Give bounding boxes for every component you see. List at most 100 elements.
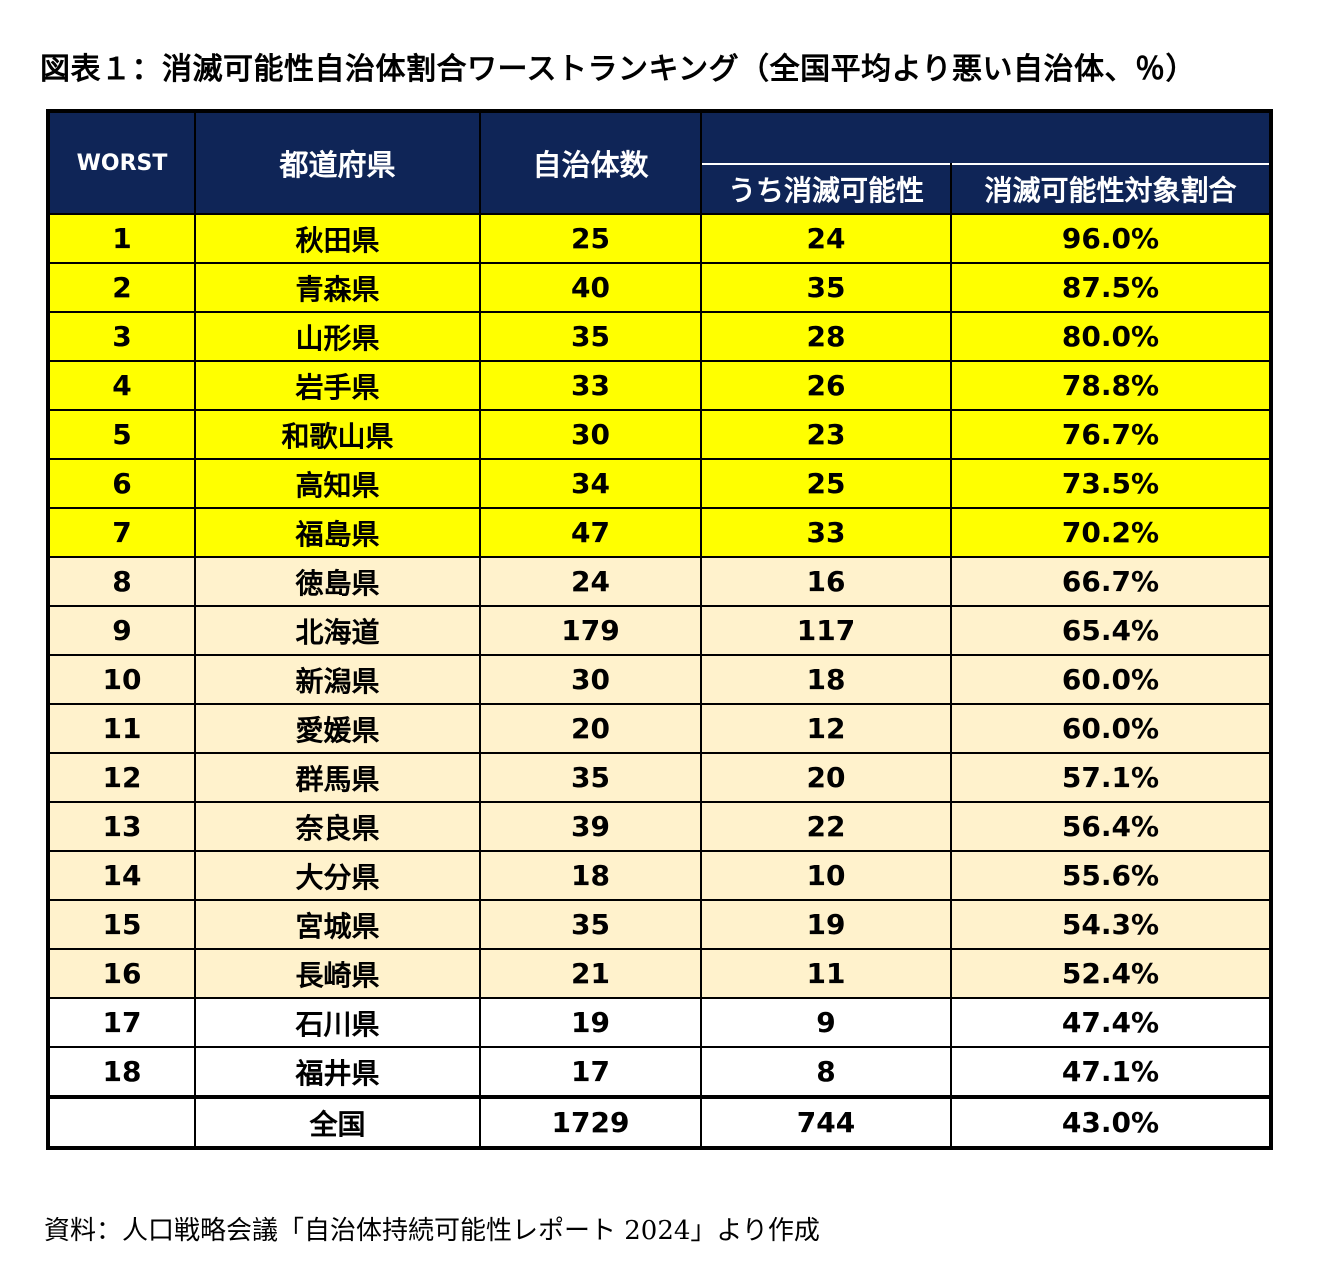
cell-vanishing: 35 [700,262,952,313]
cell-vanishing: 19 [700,899,952,950]
cell-vanishing: 10 [700,850,952,901]
cell-ratio: 54.3% [950,899,1272,950]
cell-municipalities: 34 [479,458,702,509]
table-row: 10 新潟県 30 18 60.0% [47,654,1272,705]
cell-rank: 1 [47,213,196,264]
header-worst: WORST [47,110,196,215]
source-note: 資料：人口戦略会議「自治体持続可能性レポート 2024」より作成 [44,1216,820,1246]
cell-ratio: 80.0% [950,311,1272,362]
cell-ratio: 73.5% [950,458,1272,509]
cell-ratio: 87.5% [950,262,1272,313]
cell-rank: 15 [47,899,196,950]
cell-prefecture: 群馬県 [194,752,481,803]
table-row: 13 奈良県 39 22 56.4% [47,801,1272,852]
cell-ratio: 60.0% [950,654,1272,705]
cell-vanishing: 33 [700,507,952,558]
cell-municipalities: 39 [479,801,702,852]
cell-rank: 11 [47,703,196,754]
cell-rank: 2 [47,262,196,313]
header-vanishing: うち消滅可能性 [700,163,952,215]
cell-municipalities: 35 [479,752,702,803]
cell-rank: 18 [47,1046,196,1098]
cell-vanishing: 25 [700,458,952,509]
header-ratio: 消滅可能性対象割合 [950,163,1272,215]
table-header: WORST 都道府県 自治体数 うち消滅可能性 消滅可能性対象割合 [47,110,1272,215]
cell-rank: 12 [47,752,196,803]
cell-prefecture: 和歌山県 [194,409,481,460]
table-row: 4 岩手県 33 26 78.8% [47,360,1272,411]
chart-title: 図表１：消滅可能性自治体割合ワーストランキング（全国平均より悪い自治体、％） [40,52,1196,87]
cell-municipalities: 18 [479,850,702,901]
cell-municipalities: 20 [479,703,702,754]
cell-prefecture: 岩手県 [194,360,481,411]
total-ratio: 43.0% [950,1095,1272,1149]
cell-vanishing: 26 [700,360,952,411]
cell-prefecture: 新潟県 [194,654,481,705]
cell-vanishing: 117 [700,605,952,656]
cell-rank: 8 [47,556,196,607]
cell-municipalities: 35 [479,899,702,950]
cell-prefecture: 大分県 [194,850,481,901]
cell-vanishing: 28 [700,311,952,362]
cell-municipalities: 19 [479,997,702,1048]
cell-municipalities: 21 [479,948,702,999]
cell-rank: 17 [47,997,196,1048]
cell-prefecture: 長崎県 [194,948,481,999]
cell-prefecture: 愛媛県 [194,703,481,754]
cell-vanishing: 22 [700,801,952,852]
cell-prefecture: 福島県 [194,507,481,558]
total-vanishing: 744 [700,1095,952,1149]
table-row: 8 徳島県 24 16 66.7% [47,556,1272,607]
table-row: 1 秋田県 25 24 96.0% [47,213,1272,264]
table-row: 17 石川県 19 9 47.4% [47,997,1272,1048]
cell-ratio: 47.1% [950,1046,1272,1098]
cell-municipalities: 33 [479,360,702,411]
table-row: 12 群馬県 35 20 57.1% [47,752,1272,803]
table-row: 6 高知県 34 25 73.5% [47,458,1272,509]
table-row: 5 和歌山県 30 23 76.7% [47,409,1272,460]
cell-ratio: 47.4% [950,997,1272,1048]
cell-municipalities: 47 [479,507,702,558]
cell-prefecture: 青森県 [194,262,481,313]
cell-rank: 6 [47,458,196,509]
cell-ratio: 55.6% [950,850,1272,901]
cell-prefecture: 北海道 [194,605,481,656]
cell-vanishing: 24 [700,213,952,264]
cell-vanishing: 23 [700,409,952,460]
cell-rank: 3 [47,311,196,362]
total-row: 全国 1729 744 43.0% [47,1095,1272,1149]
cell-rank: 13 [47,801,196,852]
ranking-table-wrapper: WORST 都道府県 自治体数 うち消滅可能性 消滅可能性対象割合 1 秋田県 25… [46,109,1273,1150]
cell-ratio: 66.7% [950,556,1272,607]
ranking-table: WORST 都道府県 自治体数 うち消滅可能性 消滅可能性対象割合 1 秋田県 25… [46,109,1273,1150]
cell-rank: 4 [47,360,196,411]
cell-ratio: 96.0% [950,213,1272,264]
cell-rank: 5 [47,409,196,460]
table-row: 7 福島県 47 33 70.2% [47,507,1272,558]
cell-rank: 10 [47,654,196,705]
cell-municipalities: 30 [479,409,702,460]
total-municipalities: 1729 [479,1095,702,1149]
table-row: 14 大分県 18 10 55.6% [47,850,1272,901]
cell-vanishing: 18 [700,654,952,705]
total-label: 全国 [194,1095,481,1149]
table-row: 11 愛媛県 20 12 60.0% [47,703,1272,754]
cell-prefecture: 山形県 [194,311,481,362]
cell-municipalities: 24 [479,556,702,607]
cell-municipalities: 30 [479,654,702,705]
cell-vanishing: 16 [700,556,952,607]
header-group-spacer [700,110,1272,164]
cell-rank: 14 [47,850,196,901]
cell-ratio: 57.1% [950,752,1272,803]
cell-ratio: 76.7% [950,409,1272,460]
table-row: 16 長崎県 21 11 52.4% [47,948,1272,999]
cell-municipalities: 35 [479,311,702,362]
cell-rank: 16 [47,948,196,999]
cell-municipalities: 25 [479,213,702,264]
cell-rank: 9 [47,605,196,656]
table-row: 2 青森県 40 35 87.5% [47,262,1272,313]
table-row: 15 宮城県 35 19 54.3% [47,899,1272,950]
cell-ratio: 60.0% [950,703,1272,754]
cell-municipalities: 40 [479,262,702,313]
cell-prefecture: 宮城県 [194,899,481,950]
